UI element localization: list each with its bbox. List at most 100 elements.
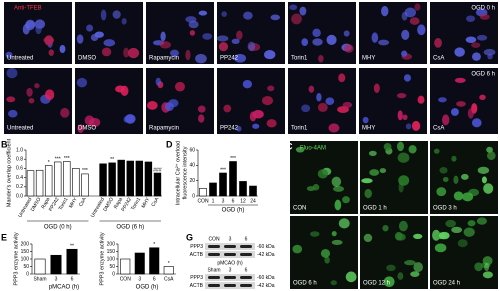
lane-label: Sham [207, 267, 220, 273]
cell [5, 51, 13, 59]
cell [344, 44, 354, 53]
cell [330, 280, 337, 286]
cell [59, 44, 66, 54]
cell [364, 188, 372, 199]
bar [26, 170, 35, 197]
y-tick-label: 50 [109, 264, 115, 270]
cell [101, 47, 112, 57]
category-label: 3 [222, 198, 225, 204]
y-tick-label: 50 [23, 264, 29, 270]
cell [410, 271, 420, 277]
y-axis-label: PPP3 enzyme activity [13, 232, 19, 285]
blot-band [224, 284, 236, 287]
cell [44, 89, 55, 101]
cell [476, 34, 488, 41]
blot-band [240, 284, 252, 287]
blot-band [208, 284, 220, 287]
bar [135, 160, 144, 197]
image-label: OGD 1 h [363, 206, 387, 212]
cell [318, 54, 324, 63]
blot-band [240, 245, 252, 248]
significance: *** [220, 167, 226, 173]
blot-band [208, 253, 220, 256]
micrograph [75, 68, 143, 134]
category-label: 6 [153, 276, 156, 282]
cell [291, 13, 302, 25]
cell [453, 175, 459, 184]
cell [411, 120, 421, 131]
cell [123, 116, 129, 123]
bar [35, 169, 44, 197]
size-label: -60 kDa [257, 275, 275, 281]
blot-band [224, 245, 236, 248]
category-label: 6 [232, 198, 235, 204]
protein-label: PPP3 [190, 244, 203, 250]
cell [236, 30, 243, 40]
cell [404, 7, 417, 18]
y-tick-label: 200 [107, 241, 116, 247]
cell [417, 24, 426, 36]
cell [44, 35, 54, 46]
cell [317, 102, 328, 112]
cell [481, 176, 487, 184]
category-label: 3 [138, 276, 141, 282]
category-label: MHY [141, 196, 152, 209]
cell [342, 196, 350, 204]
cell [472, 52, 481, 61]
y-tick-label: 0 [26, 271, 29, 277]
x-axis-label: OGD (h) [222, 208, 245, 214]
cell [216, 35, 229, 42]
cell [90, 34, 99, 42]
cell [317, 169, 329, 179]
cell [454, 47, 465, 57]
cell [433, 148, 440, 154]
bar [108, 162, 116, 197]
cell [48, 49, 55, 56]
bar [209, 182, 217, 197]
bar [239, 181, 247, 197]
micrograph [288, 68, 356, 134]
cell [467, 220, 476, 227]
cell [243, 11, 253, 20]
cell [471, 42, 481, 48]
cell [301, 104, 311, 113]
cell [371, 32, 379, 43]
cell [331, 176, 342, 187]
blot-band [240, 276, 252, 279]
cell [121, 18, 127, 25]
bar [63, 161, 71, 197]
cell [301, 38, 309, 46]
category-label: CsA [150, 196, 160, 208]
blot-band [208, 276, 220, 279]
y-axis-label: fluorescence intensity [182, 146, 188, 199]
cell [405, 123, 412, 130]
cell [442, 176, 449, 182]
y-tick-label: 0.8 [16, 157, 23, 163]
y-tick-label: 0.6 [16, 166, 23, 172]
cell [477, 166, 490, 174]
cell [252, 123, 260, 129]
condition-label: pMCAO (h) [217, 260, 243, 266]
cell [159, 41, 171, 49]
bar [219, 172, 227, 197]
cell [175, 81, 185, 92]
cell [295, 146, 305, 153]
cell [471, 118, 482, 128]
cell [28, 97, 35, 104]
bar [249, 185, 257, 197]
cell [164, 102, 174, 112]
cell [476, 217, 487, 225]
image-label: Torin1 [291, 56, 308, 62]
cell [460, 173, 469, 180]
cell [123, 47, 129, 58]
protein-label: ACTB [190, 252, 204, 258]
y-tick-label: 60 [189, 147, 195, 153]
cell [482, 256, 493, 266]
cell [362, 116, 369, 124]
panel-letter: G [186, 232, 193, 242]
bar [34, 258, 46, 275]
cell [231, 38, 240, 45]
cell [147, 100, 158, 110]
cell [76, 34, 84, 44]
image-label: OGD 6 h [293, 281, 317, 287]
